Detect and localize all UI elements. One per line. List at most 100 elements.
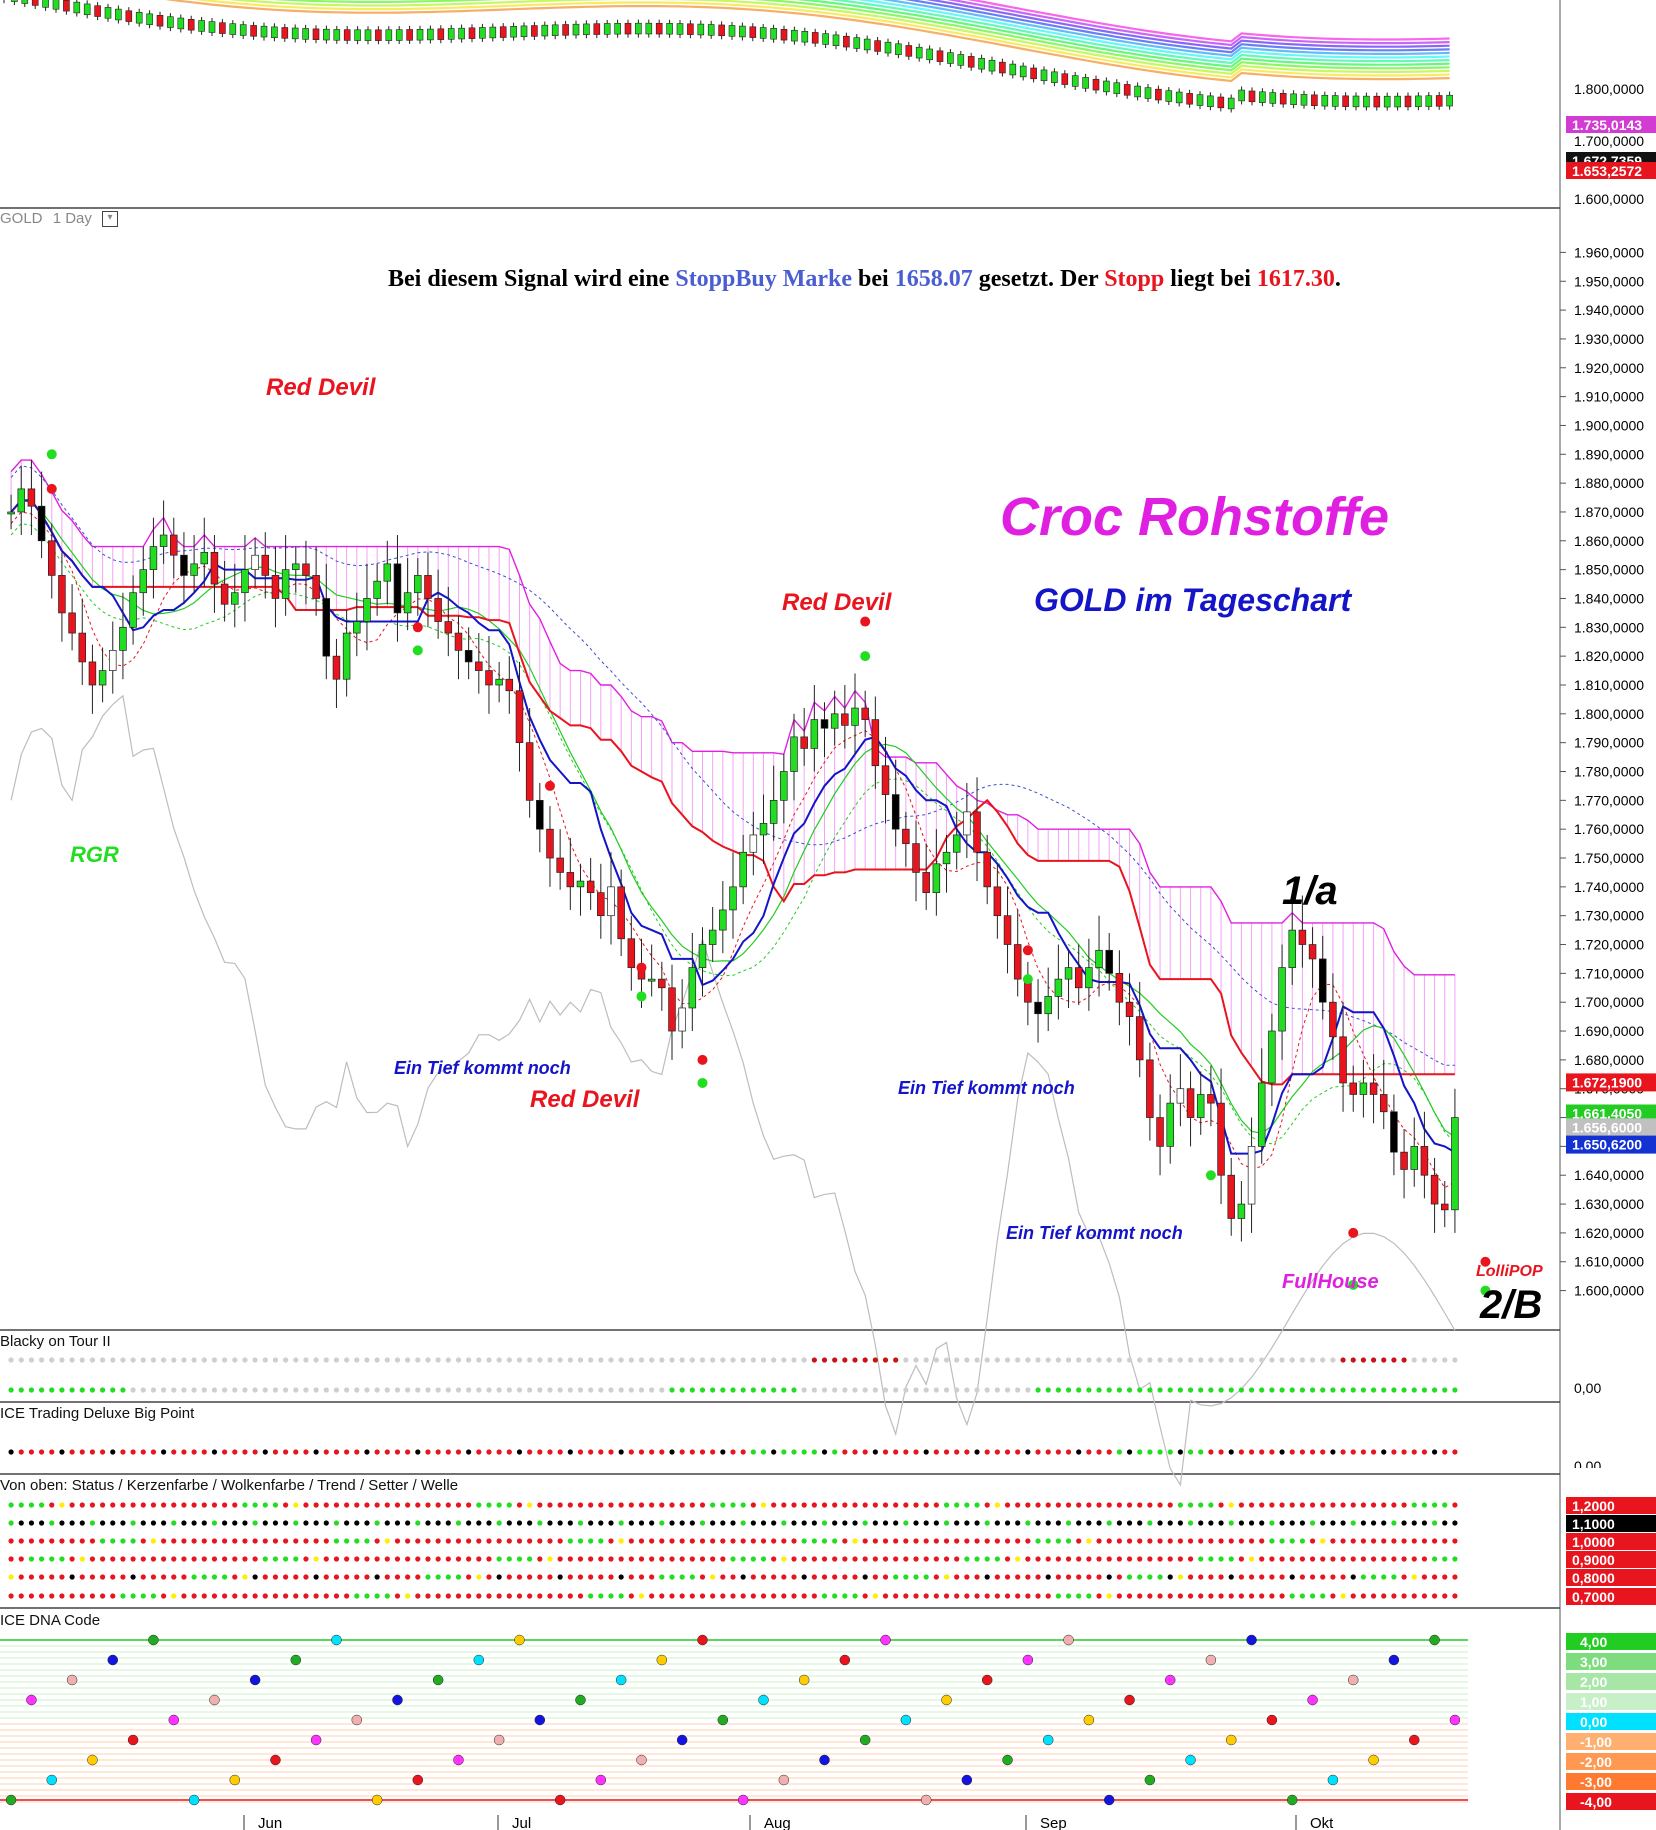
status-dot: [1330, 1556, 1336, 1562]
blacky-dot: [181, 1357, 187, 1363]
candle: [1369, 1082, 1378, 1095]
status-dot: [710, 1520, 716, 1526]
overview-candle: [603, 23, 611, 35]
status-dot: [252, 1556, 258, 1562]
overview-candle: [250, 25, 257, 37]
blacky-dot: [1025, 1357, 1031, 1363]
blacky-dot: [313, 1357, 319, 1363]
status-dot: [994, 1538, 1000, 1544]
chevron-down-icon[interactable]: ▾: [102, 211, 119, 228]
status-dot: [1320, 1538, 1326, 1544]
blacky-dot: [466, 1357, 472, 1363]
status-dot: [1218, 1556, 1224, 1562]
status-dot: [1401, 1538, 1407, 1544]
candle: [1003, 915, 1012, 945]
bigpoint-dot: [89, 1449, 96, 1455]
status-dot: [445, 1520, 451, 1526]
status-dot: [506, 1556, 512, 1562]
status-dot: [89, 1574, 96, 1580]
status-dot: [1442, 1502, 1448, 1508]
status-dot: [1167, 1502, 1173, 1508]
status-dot: [1116, 1502, 1122, 1508]
status-dot: [1086, 1520, 1092, 1526]
candle: [800, 736, 808, 749]
overview-candle: [1290, 93, 1297, 105]
status-dot: [466, 1538, 472, 1544]
dna-dot: [148, 1634, 159, 1646]
candle: [464, 650, 473, 663]
signal-dot: [860, 616, 871, 627]
status-dot: [374, 1574, 380, 1580]
status-dot: [1167, 1538, 1173, 1544]
status-dot: [1269, 1556, 1275, 1562]
dna-dot: [595, 1774, 607, 1786]
status-dot: [832, 1556, 838, 1562]
dna-dot: [819, 1754, 830, 1766]
overview-candle: [531, 25, 538, 37]
blacky-dot: [852, 1387, 858, 1393]
status-dot: [547, 1574, 553, 1580]
price-tag-text: 1.650,6200: [1572, 1137, 1642, 1153]
blacky-dot: [1320, 1357, 1326, 1363]
status-dot: [771, 1556, 777, 1562]
blacky-dot: [1248, 1387, 1255, 1393]
blacky-dot: [506, 1387, 512, 1393]
dna-dot: [473, 1654, 485, 1666]
status-dot: [130, 1520, 136, 1526]
blacky-dot: [1330, 1387, 1336, 1393]
status-dot: [313, 1593, 319, 1599]
blacky-dot: [181, 1387, 187, 1393]
status-dot: [689, 1502, 695, 1508]
dna-dot: [1124, 1694, 1135, 1706]
candle: [159, 534, 168, 547]
blacky-dot: [1157, 1387, 1163, 1393]
status-dot: [323, 1520, 329, 1526]
overview-candle: [437, 28, 445, 40]
status-dot: [1187, 1574, 1194, 1580]
candle: [1410, 1146, 1418, 1170]
blacky-dot: [984, 1387, 990, 1393]
status-dot: [466, 1593, 472, 1599]
bigpoint-dot: [832, 1449, 838, 1455]
candle: [759, 823, 768, 836]
candle: [525, 742, 534, 801]
status-dot: [1248, 1502, 1255, 1508]
candle: [1451, 1117, 1459, 1211]
status-dot: [720, 1556, 726, 1562]
status-dot: [720, 1520, 726, 1526]
status-dot: [374, 1593, 380, 1599]
status-dot: [150, 1520, 157, 1526]
bigpoint-panel: [8, 1449, 1458, 1455]
status-dot: [943, 1556, 950, 1562]
overview-candle: [863, 38, 871, 51]
status-dot: [1187, 1520, 1194, 1526]
blacky-dot: [79, 1387, 85, 1393]
candle: [302, 563, 310, 576]
bigpoint-dot: [1004, 1449, 1011, 1455]
overview-candle: [551, 24, 559, 36]
overview-candle: [697, 23, 705, 36]
chart-header[interactable]: GOLD 1 Day ▾: [0, 210, 119, 228]
blacky-dot: [872, 1357, 878, 1363]
bigpoint-dot: [1218, 1449, 1224, 1455]
status-dot: [303, 1593, 309, 1599]
dotted-red-line: [10, 511, 1456, 1189]
status-dot: [1106, 1538, 1112, 1544]
overview-candle: [11, 0, 18, 2]
status-dot: [791, 1574, 797, 1580]
status-dot: [923, 1538, 929, 1544]
status-dot: [577, 1593, 584, 1599]
status-dot: [1187, 1538, 1194, 1544]
blacky-dot: [913, 1357, 919, 1363]
status-tag: [1566, 1515, 1656, 1532]
status-dot: [99, 1520, 106, 1526]
price-tag-text: 1.656,6000: [1572, 1119, 1642, 1135]
status-dot: [69, 1502, 75, 1508]
status-dot: [1340, 1502, 1346, 1508]
status-dot: [994, 1593, 1000, 1599]
overview-candle: [187, 19, 195, 31]
bigpoint-dot: [801, 1449, 807, 1455]
overview-candle: [219, 22, 226, 34]
blacky-dot: [659, 1387, 665, 1393]
status-dot: [1015, 1538, 1021, 1544]
